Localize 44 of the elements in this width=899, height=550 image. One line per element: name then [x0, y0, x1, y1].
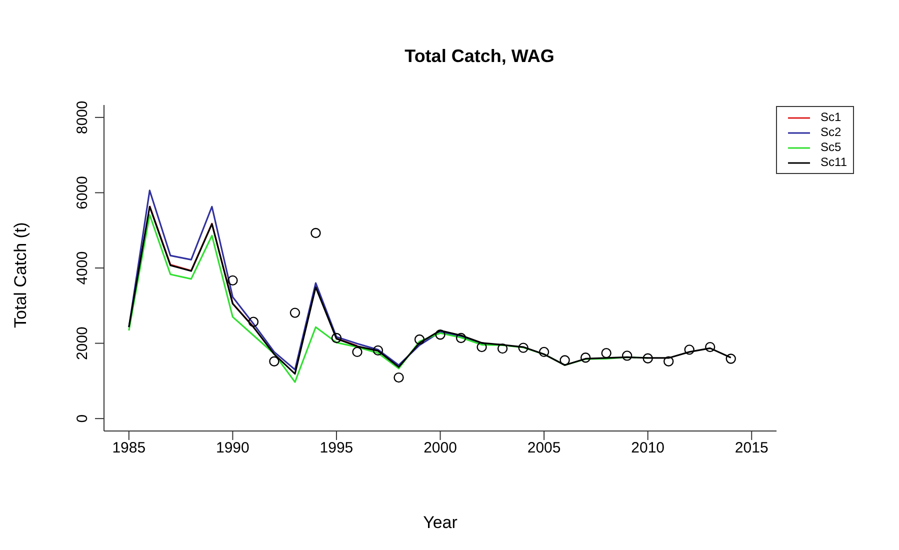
x-tick-label: 1985 — [112, 440, 146, 457]
point — [560, 355, 570, 366]
chart-title: Total Catch, WAG — [404, 46, 556, 67]
point — [372, 345, 384, 356]
x-tick-label: 2015 — [734, 440, 768, 457]
point — [394, 372, 404, 383]
y-tick-label: 2000 — [74, 326, 91, 360]
point — [580, 352, 591, 363]
point — [684, 344, 694, 355]
point — [601, 348, 612, 358]
point — [663, 356, 674, 366]
x-tick-label: 1990 — [216, 440, 250, 457]
legend-label: Sc2 — [820, 125, 842, 140]
point — [248, 316, 259, 327]
x-axis-title: Year — [423, 513, 458, 532]
y-axis-title: Total Catch (t) — [11, 222, 30, 328]
y-tick-label: 8000 — [74, 100, 91, 134]
y-tick-label: 0 — [74, 414, 91, 423]
point — [705, 342, 716, 352]
point — [726, 354, 736, 364]
legend-label: Sc1 — [820, 110, 842, 125]
legend-label: Sc11 — [820, 155, 847, 170]
point — [476, 342, 487, 352]
point — [290, 308, 300, 318]
point — [497, 343, 508, 354]
y-tick-label: 4000 — [74, 251, 91, 285]
x-tick-label: 2005 — [527, 440, 561, 457]
point — [622, 350, 632, 361]
x-tick-label: 2010 — [631, 440, 665, 457]
legend-label: Sc5 — [820, 140, 842, 155]
point — [642, 353, 653, 364]
y-tick-label: 6000 — [74, 176, 91, 210]
point — [518, 342, 528, 353]
point — [228, 275, 238, 286]
point — [456, 332, 466, 344]
point — [310, 228, 321, 238]
point — [435, 330, 446, 340]
x-tick-label: 1995 — [320, 440, 354, 457]
point — [269, 356, 280, 366]
point — [538, 346, 550, 358]
point — [414, 334, 425, 345]
x-tick-label: 2000 — [424, 440, 457, 457]
point — [352, 346, 362, 358]
point — [331, 332, 342, 344]
